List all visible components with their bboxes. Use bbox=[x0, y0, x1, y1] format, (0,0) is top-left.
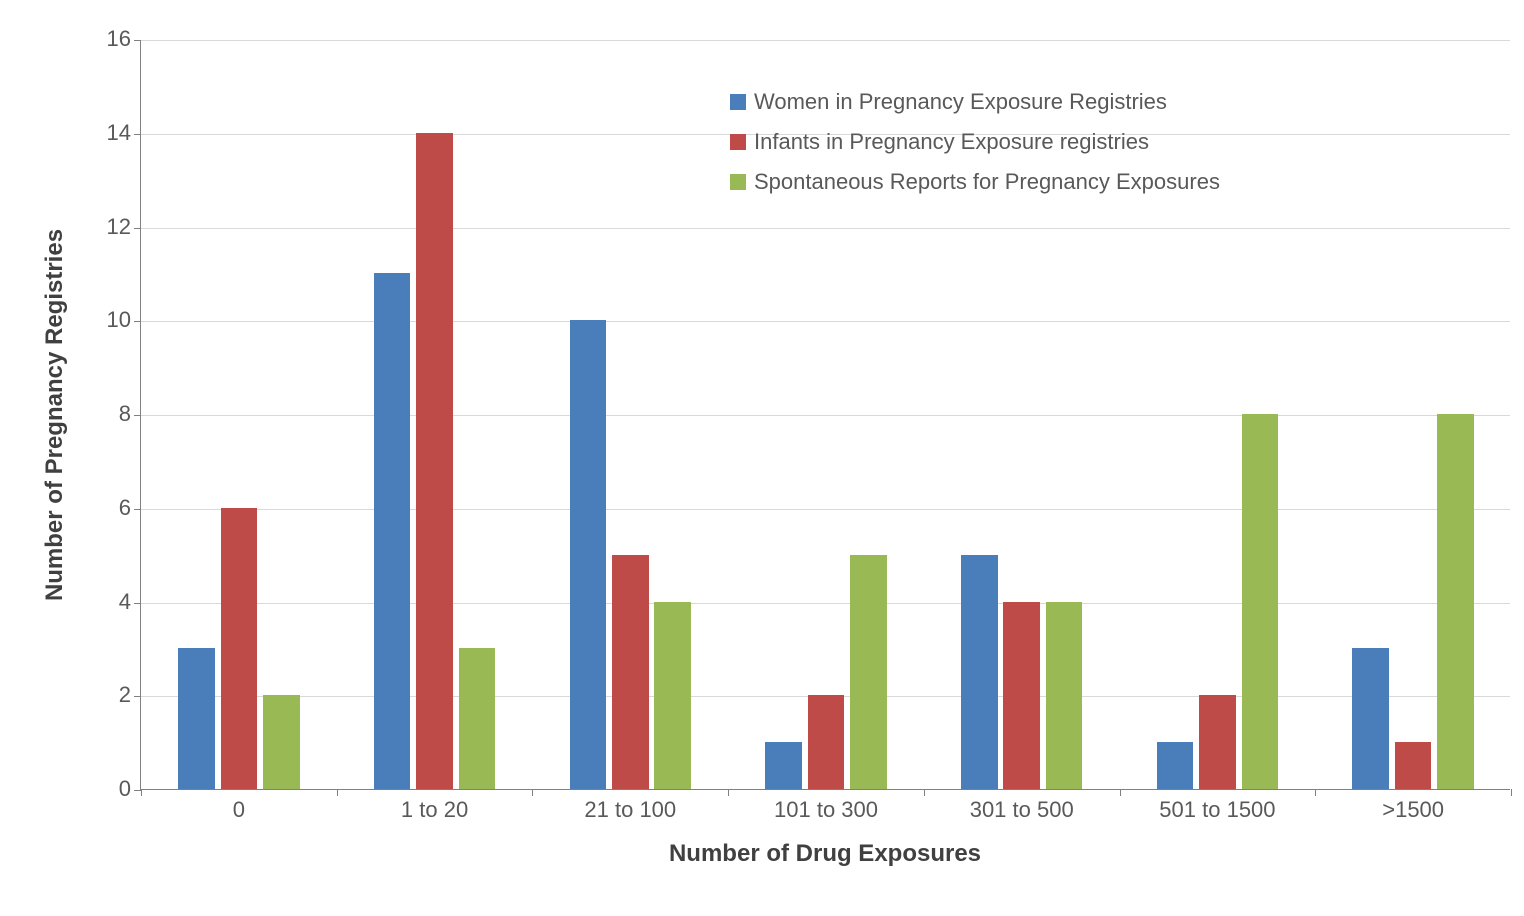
pregnancy-exposure-chart: 024681012141603621 to 201114321 to 10010… bbox=[20, 20, 1524, 896]
bar: 8 bbox=[1437, 414, 1474, 789]
bar: 5 bbox=[961, 555, 998, 789]
x-tick-mark bbox=[728, 789, 729, 796]
y-tick-label: 2 bbox=[119, 682, 141, 708]
y-tick-label: 16 bbox=[107, 26, 141, 52]
bar: 3 bbox=[459, 648, 496, 789]
bar: 5 bbox=[612, 555, 649, 789]
bar: 2 bbox=[808, 695, 845, 789]
gridline bbox=[141, 40, 1510, 41]
legend-swatch bbox=[730, 174, 746, 190]
bar: 8 bbox=[1242, 414, 1279, 789]
x-axis-title: Number of Drug Exposures bbox=[669, 840, 981, 868]
bar: 4 bbox=[1003, 602, 1040, 790]
gridline bbox=[141, 415, 1510, 416]
x-tick-label: 1 to 20 bbox=[401, 789, 468, 823]
legend-label: Spontaneous Reports for Pregnancy Exposu… bbox=[754, 169, 1220, 195]
bar: 11 bbox=[374, 273, 411, 789]
legend-item: Spontaneous Reports for Pregnancy Exposu… bbox=[730, 162, 1220, 202]
x-tick-label: 0 bbox=[233, 789, 245, 823]
y-axis-title: Number of Pregnancy Registries bbox=[41, 229, 69, 601]
gridline bbox=[141, 321, 1510, 322]
x-tick-label: 21 to 100 bbox=[584, 789, 676, 823]
x-tick-mark bbox=[532, 789, 533, 796]
bar: 1 bbox=[1395, 742, 1432, 789]
legend-label: Infants in Pregnancy Exposure registries bbox=[754, 129, 1149, 155]
x-tick-label: >1500 bbox=[1382, 789, 1444, 823]
legend-item: Women in Pregnancy Exposure Registries bbox=[730, 82, 1220, 122]
bar: 2 bbox=[1199, 695, 1236, 789]
x-tick-mark bbox=[1315, 789, 1316, 796]
legend-swatch bbox=[730, 134, 746, 150]
bar: 1 bbox=[1157, 742, 1194, 789]
gridline bbox=[141, 603, 1510, 604]
x-tick-mark bbox=[1511, 789, 1512, 796]
legend-item: Infants in Pregnancy Exposure registries bbox=[730, 122, 1220, 162]
bar: 6 bbox=[221, 508, 258, 789]
bar: 4 bbox=[1046, 602, 1083, 790]
x-tick-mark bbox=[141, 789, 142, 796]
y-tick-label: 10 bbox=[107, 307, 141, 333]
bar: 10 bbox=[570, 320, 607, 789]
gridline bbox=[141, 509, 1510, 510]
legend: Women in Pregnancy Exposure Registries In… bbox=[730, 82, 1220, 202]
x-tick-label: 501 to 1500 bbox=[1159, 789, 1275, 823]
y-tick-label: 8 bbox=[119, 401, 141, 427]
bar: 1 bbox=[765, 742, 802, 789]
legend-swatch bbox=[730, 94, 746, 110]
x-tick-mark bbox=[1120, 789, 1121, 796]
x-tick-label: 301 to 500 bbox=[970, 789, 1074, 823]
bar: 3 bbox=[1352, 648, 1389, 789]
bar: 5 bbox=[850, 555, 887, 789]
x-tick-mark bbox=[924, 789, 925, 796]
y-tick-label: 0 bbox=[119, 776, 141, 802]
legend-label: Women in Pregnancy Exposure Registries bbox=[754, 89, 1167, 115]
gridline bbox=[141, 228, 1510, 229]
y-tick-label: 4 bbox=[119, 589, 141, 615]
bar: 3 bbox=[178, 648, 215, 789]
y-tick-label: 14 bbox=[107, 120, 141, 146]
x-tick-label: 101 to 300 bbox=[774, 789, 878, 823]
x-tick-mark bbox=[337, 789, 338, 796]
bar: 2 bbox=[263, 695, 300, 789]
bar: 14 bbox=[416, 133, 453, 789]
bar: 4 bbox=[654, 602, 691, 790]
y-tick-label: 12 bbox=[107, 214, 141, 240]
y-tick-label: 6 bbox=[119, 495, 141, 521]
